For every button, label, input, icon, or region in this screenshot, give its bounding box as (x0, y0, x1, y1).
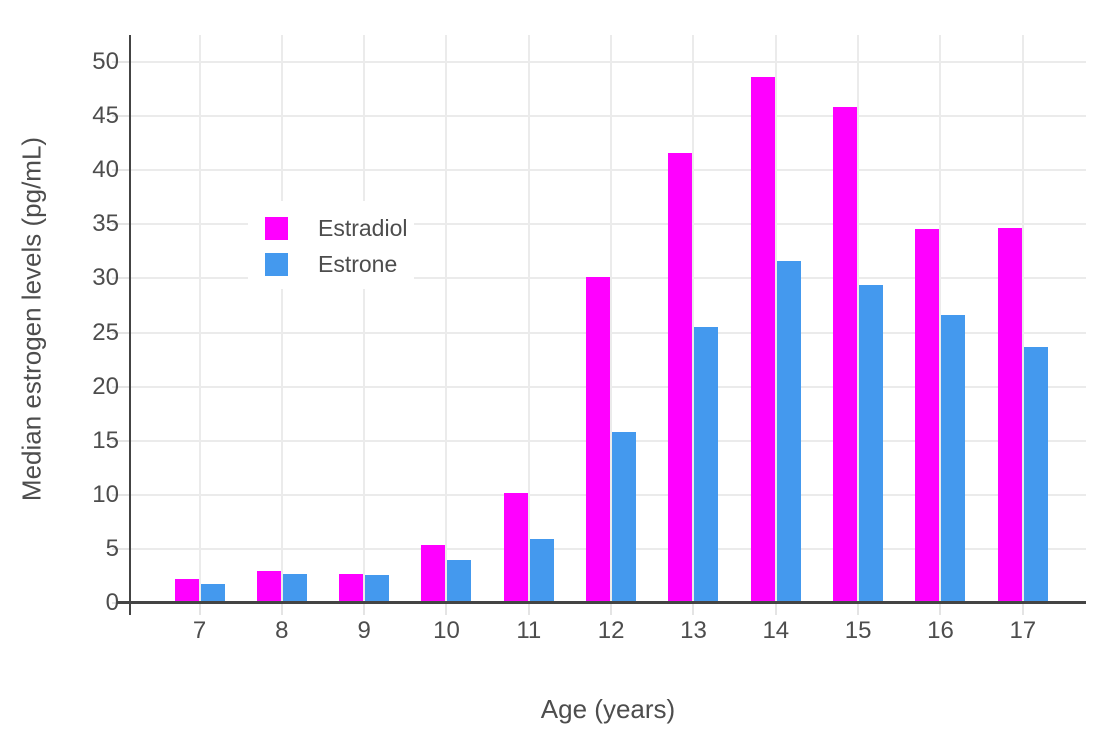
y-tick-label-5: 5 (105, 534, 119, 562)
y-tick-mark-35 (112, 223, 130, 226)
horizontal-gridline-35 (131, 223, 1086, 226)
x-tick-label-10: 10 (433, 617, 460, 644)
y-tick-mark-15 (112, 439, 130, 442)
bar-estrone-age-11[interactable] (529, 539, 554, 603)
x-tick-mark-7 (198, 604, 201, 615)
y-tick-label-15: 15 (92, 426, 119, 454)
legend-item-estrone[interactable]: Estrone (265, 251, 398, 277)
y-tick-mark-30 (112, 277, 130, 280)
vertical-gridline-10 (445, 35, 448, 603)
vertical-gridline-13 (692, 35, 695, 603)
y-tick-mark-40 (112, 169, 130, 172)
x-tick-label-11: 11 (516, 617, 542, 644)
horizontal-gridline-50 (131, 61, 1086, 64)
y-tick-label-25: 25 (92, 318, 119, 346)
x-tick-mark-15 (857, 604, 860, 615)
bar-estradiol-age-9[interactable] (339, 573, 364, 603)
y-tick-mark-20 (112, 385, 130, 388)
bar-estrone-age-16[interactable] (941, 315, 966, 603)
bar-estrone-age-10[interactable] (447, 559, 472, 603)
bar-estrone-age-7[interactable] (200, 583, 225, 603)
y-tick-label-40: 40 (92, 156, 119, 184)
y-tick-mark-45 (112, 115, 130, 118)
x-tick-mark-10 (445, 604, 448, 615)
bar-estradiol-age-8[interactable] (256, 570, 281, 603)
bar-estradiol-age-13[interactable] (668, 152, 693, 603)
vertical-gridline-8 (280, 35, 283, 603)
x-tick-label-15: 15 (844, 617, 872, 644)
legend: Estradiol Estrone (248, 201, 414, 289)
bar-estradiol-age-16[interactable] (915, 228, 940, 603)
bar-estrone-age-14[interactable] (776, 261, 801, 603)
horizontal-gridline-45 (131, 115, 1086, 118)
bar-estradiol-age-17[interactable] (997, 227, 1022, 603)
x-axis-title: Age (years) (540, 694, 676, 724)
bar-estradiol-age-14[interactable] (750, 77, 775, 603)
bar-estradiol-age-11[interactable] (503, 492, 528, 603)
vertical-gridline-17 (1021, 35, 1024, 603)
estrone-swatch-icon (265, 253, 288, 276)
legend-item-estradiol[interactable]: Estradiol (265, 215, 408, 241)
x-tick-label-7: 7 (192, 617, 207, 644)
plot-area (131, 35, 1086, 603)
bar-estrone-age-17[interactable] (1023, 346, 1048, 603)
x-tick-label-12: 12 (597, 617, 625, 644)
bar-estrone-age-9[interactable] (365, 574, 390, 603)
vertical-gridline-15 (857, 35, 860, 603)
bar-estradiol-age-15[interactable] (833, 107, 858, 603)
bar-estrone-age-12[interactable] (612, 432, 637, 603)
vertical-gridline-16 (939, 35, 942, 603)
x-tick-label-14: 14 (762, 617, 790, 644)
estradiol-swatch-icon (265, 217, 288, 240)
vertical-gridline-14 (774, 35, 777, 603)
x-tick-mark-14 (774, 604, 777, 615)
x-axis-line (117, 601, 1086, 604)
x-tick-mark-12 (610, 604, 613, 615)
y-tick-label-30: 30 (92, 264, 119, 292)
x-tick-mark-17 (1021, 604, 1024, 615)
legend-label-estradiol: Estradiol (318, 215, 408, 241)
legend-label-estrone: Estrone (318, 251, 398, 277)
y-axis-line (128, 35, 132, 615)
y-tick-mark-10 (112, 493, 130, 496)
bar-estrone-age-13[interactable] (694, 327, 719, 603)
x-tick-mark-13 (692, 604, 695, 615)
horizontal-gridline-40 (131, 169, 1086, 172)
bar-estradiol-age-10[interactable] (421, 544, 446, 603)
vertical-gridline-7 (198, 35, 201, 603)
vertical-gridline-11 (527, 35, 530, 603)
y-tick-label-35: 35 (92, 210, 119, 238)
x-tick-mark-8 (280, 604, 283, 615)
y-tick-mark-5 (112, 547, 130, 550)
x-tick-label-9: 9 (357, 617, 371, 644)
x-tick-mark-11 (527, 604, 530, 615)
x-tick-label-16: 16 (927, 617, 954, 644)
bar-estrone-age-8[interactable] (282, 573, 307, 603)
y-tick-mark-25 (112, 331, 130, 334)
y-tick-label-0: 0 (105, 589, 119, 616)
x-tick-label-13: 13 (680, 617, 707, 644)
bar-estradiol-age-12[interactable] (586, 277, 611, 603)
y-tick-label-20: 20 (92, 372, 119, 400)
bar-estradiol-age-7[interactable] (174, 579, 199, 603)
bar-estrone-age-15[interactable] (859, 284, 884, 603)
y-tick-label-50: 50 (92, 48, 119, 76)
y-tick-label-45: 45 (92, 102, 119, 130)
y-tick-label-10: 10 (92, 480, 119, 508)
vertical-gridline-12 (610, 35, 613, 603)
x-tick-mark-16 (939, 604, 942, 615)
x-tick-mark-9 (363, 604, 366, 615)
x-tick-label-17: 17 (1009, 617, 1037, 644)
y-tick-mark-50 (112, 61, 130, 64)
vertical-gridline-9 (363, 35, 366, 603)
x-tick-label-8: 8 (275, 617, 289, 644)
